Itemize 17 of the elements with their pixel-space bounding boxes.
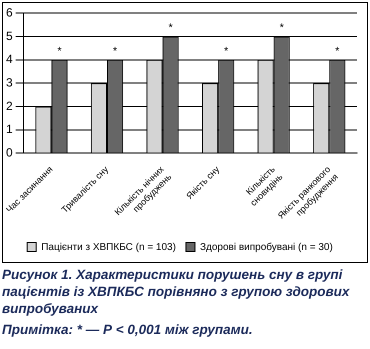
y-tick-label: 4: [6, 52, 13, 66]
y-tick-label: 3: [6, 76, 13, 90]
data-label: *: [335, 45, 340, 58]
y-tick-label: 2: [6, 98, 13, 113]
y-tick-label: 6: [6, 6, 13, 20]
data-label: *: [224, 45, 230, 58]
data-label: *: [112, 45, 118, 58]
legend-label: Пацієнти з ХВПКБС (n = 103): [41, 242, 176, 253]
y-tick-label: 0: [6, 146, 13, 160]
data-label: *: [280, 22, 285, 34]
legend-label: Здорові випробувані (n = 30): [200, 242, 333, 253]
data-label: *: [57, 45, 62, 58]
text: Примітка: * — Р < 0,001 між групами.: [2, 321, 254, 338]
text: Рисунок 1. Характеристики порушень сну в групі пацієнтів із ХВПКБС порівняно з групою здорових випробуваних: [2, 266, 350, 317]
y-tick-label: 5: [6, 28, 13, 43]
y-tick-label: 1: [6, 122, 13, 136]
data-label: *: [168, 22, 174, 34]
